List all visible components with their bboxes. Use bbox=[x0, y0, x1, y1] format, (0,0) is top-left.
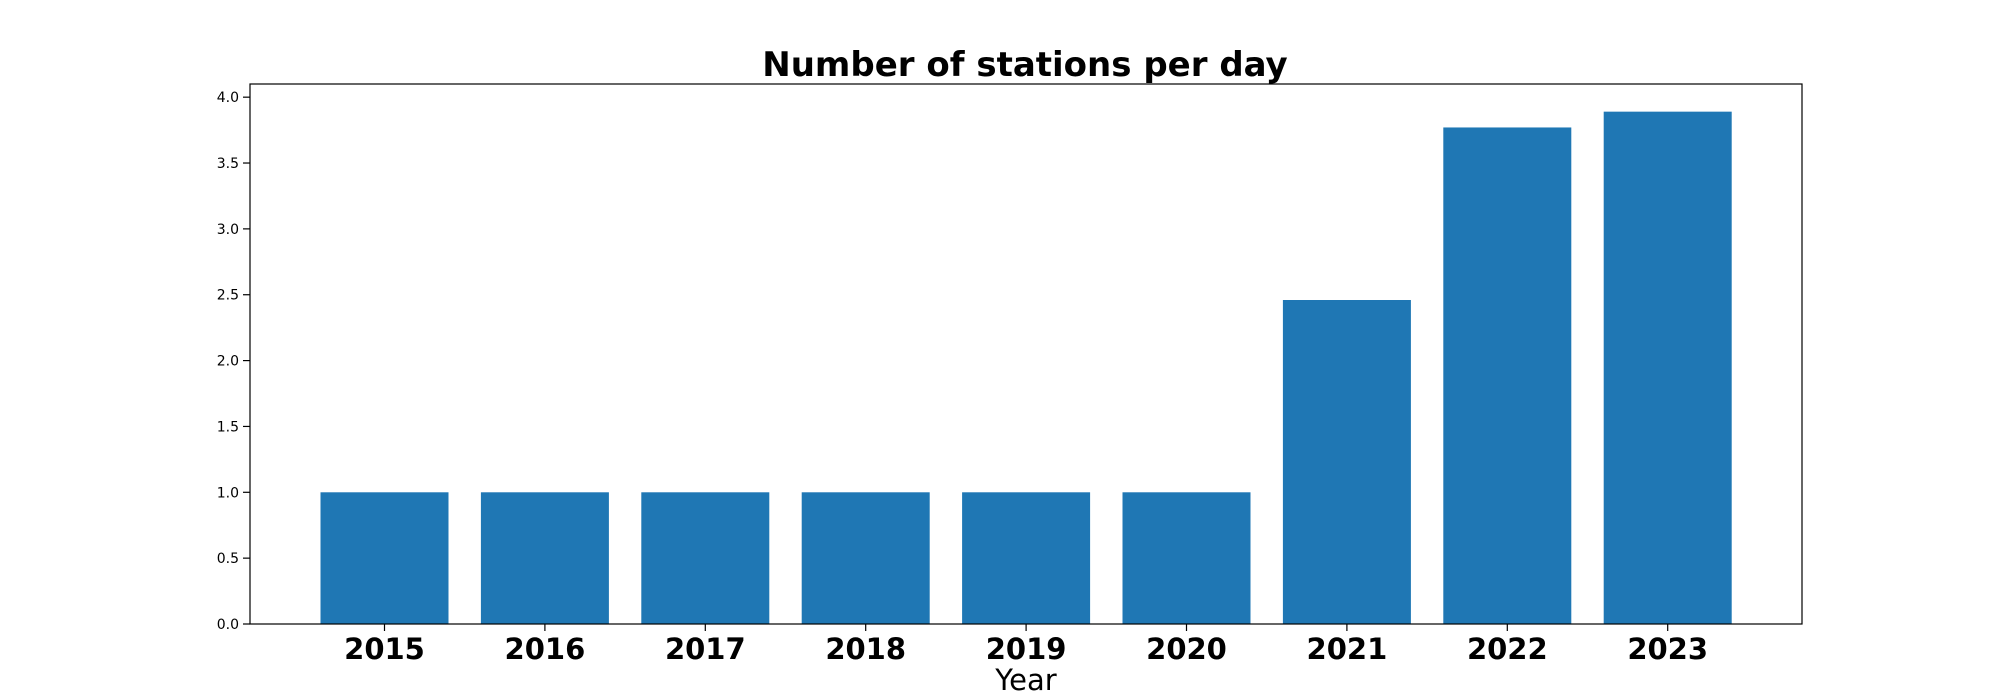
y-tick-label: 3.5 bbox=[217, 156, 239, 172]
x-tick-label: 2016 bbox=[505, 632, 586, 666]
x-tick-label: 2015 bbox=[344, 632, 425, 666]
bar-2020 bbox=[1122, 492, 1251, 624]
x-tick-label: 2021 bbox=[1307, 632, 1388, 666]
bar-2023 bbox=[1603, 111, 1732, 624]
plot-frame bbox=[249, 83, 1803, 625]
x-tick-label: 2019 bbox=[986, 632, 1067, 666]
y-tick-label: 1.5 bbox=[217, 419, 239, 435]
x-axis-label: Year bbox=[994, 663, 1056, 697]
x-axis: 2015 2016 2017 2018 2019 2020 2021 2022 2023 bbox=[344, 624, 1708, 666]
bar-2016 bbox=[480, 492, 609, 624]
x-tick-label: 2018 bbox=[825, 632, 906, 666]
bar-2022 bbox=[1443, 127, 1572, 625]
bar-2021 bbox=[1282, 300, 1411, 624]
x-tick-label: 2020 bbox=[1146, 632, 1227, 666]
y-tick-label: 0.0 bbox=[217, 617, 239, 633]
bar-2017 bbox=[641, 492, 770, 624]
bars-group bbox=[320, 111, 1732, 625]
y-tick-label: 2.0 bbox=[217, 354, 239, 370]
y-tick-label: 1.0 bbox=[217, 485, 239, 501]
bar-2015 bbox=[320, 492, 449, 624]
bar-2019 bbox=[962, 492, 1091, 624]
y-tick-label: 0.5 bbox=[217, 551, 239, 567]
y-tick-label: 3.0 bbox=[217, 222, 239, 238]
x-tick-label: 2017 bbox=[665, 632, 746, 666]
y-tick-label: 2.5 bbox=[217, 288, 239, 304]
chart-title: Number of stations per day bbox=[762, 45, 1287, 85]
y-tick-label: 4.0 bbox=[217, 90, 239, 106]
bar-2018 bbox=[801, 492, 930, 624]
y-axis: 0.0 0.5 1.0 1.5 2.0 2.5 3.0 3.5 4.0 bbox=[217, 90, 250, 633]
x-tick-label: 2023 bbox=[1627, 632, 1708, 666]
x-tick-label: 2022 bbox=[1467, 632, 1548, 666]
